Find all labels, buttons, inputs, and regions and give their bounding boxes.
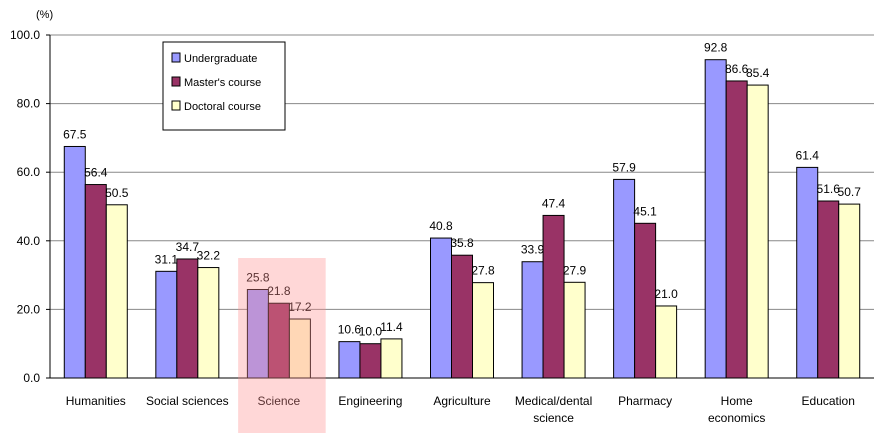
value-label: 27.8 <box>471 264 495 278</box>
x-tick-label: Pharmacy <box>618 394 672 408</box>
bar <box>63 145 86 379</box>
x-tick-label: Engineering <box>338 394 402 408</box>
value-label: 17.2 <box>288 300 312 314</box>
y-unit: (%) <box>36 9 53 21</box>
value-label: 31.1 <box>155 252 179 266</box>
bar <box>430 237 452 379</box>
value-label: 10.6 <box>338 323 362 337</box>
legend-swatch <box>171 76 181 87</box>
y-tick-label: 80.0 <box>17 97 41 111</box>
value-label: 33.9 <box>521 243 545 257</box>
x-tick-label: Education <box>802 394 855 408</box>
x-tick-label: Social sciences <box>146 394 229 408</box>
bar <box>817 200 840 379</box>
bar <box>288 318 311 379</box>
value-label: 61.4 <box>796 148 820 162</box>
value-label: 45.1 <box>633 204 657 218</box>
value-label: 57.9 <box>612 160 636 174</box>
x-tick-label: Humanities <box>66 394 126 408</box>
bar <box>725 80 748 379</box>
value-label: 67.5 <box>63 127 87 141</box>
bar <box>380 338 403 379</box>
bar <box>542 214 565 379</box>
x-tick-line: science <box>533 411 574 425</box>
value-label: 85.4 <box>746 66 770 80</box>
value-label: 21.0 <box>654 287 678 301</box>
y-tick-label: 60.0 <box>17 165 41 179</box>
bar <box>746 84 769 379</box>
bar <box>704 59 727 379</box>
value-label: 92.8 <box>704 41 728 55</box>
legend-label: Master's course <box>184 77 261 89</box>
bar <box>634 222 657 379</box>
x-tick-line: economics <box>708 411 765 425</box>
bar <box>176 258 199 379</box>
legend-box <box>162 41 286 131</box>
value-label: 50.7 <box>838 185 862 199</box>
value-label: 32.2 <box>197 249 221 263</box>
x-tick-label: Agriculture <box>433 394 491 408</box>
y-tick-label: 40.0 <box>17 234 41 248</box>
legend-label: Doctoral course <box>184 101 261 113</box>
value-label: 56.4 <box>84 166 108 180</box>
bar <box>105 204 128 379</box>
y-tick-label: 100.0 <box>10 28 40 42</box>
bar <box>796 166 819 379</box>
legend-swatch <box>171 52 181 63</box>
bar <box>451 254 473 379</box>
value-label: 34.7 <box>176 240 200 254</box>
bar <box>521 261 544 379</box>
x-tick-label: Medical/dental science <box>515 394 592 425</box>
value-label: 50.5 <box>105 186 129 200</box>
bar <box>84 184 107 379</box>
legend: Undergraduate Master's course Doctoral cou… <box>162 41 286 131</box>
y-tick-label: 20.0 <box>17 302 41 316</box>
x-tick-line: Home <box>721 394 753 408</box>
bar <box>338 341 361 379</box>
value-label: 51.6 <box>817 182 841 196</box>
y-tick-label: 0.0 <box>23 371 40 385</box>
value-label: 47.4 <box>542 196 566 210</box>
value-label: 21.8 <box>267 284 291 298</box>
bar <box>838 203 861 379</box>
highlight <box>238 258 326 433</box>
bar <box>359 343 382 379</box>
bar <box>655 305 678 379</box>
value-label: 35.8 <box>450 236 474 250</box>
bar <box>613 178 636 379</box>
x-tick-label: Home economics <box>708 394 765 425</box>
bar <box>197 267 220 379</box>
bar <box>155 270 178 379</box>
x-tick-label: Science <box>258 394 301 408</box>
value-label: 27.9 <box>563 263 587 277</box>
legend-label: Undergraduate <box>184 53 257 65</box>
value-label: 86.6 <box>725 62 749 76</box>
bar <box>472 282 494 379</box>
bar <box>563 281 586 379</box>
value-label: 10.0 <box>359 325 383 339</box>
value-label: 25.8 <box>246 271 270 285</box>
x-tick-line: Medical/dental <box>515 394 592 408</box>
value-label: 40.8 <box>429 219 453 233</box>
value-label: 11.4 <box>380 320 403 334</box>
legend-swatch <box>171 100 181 111</box>
